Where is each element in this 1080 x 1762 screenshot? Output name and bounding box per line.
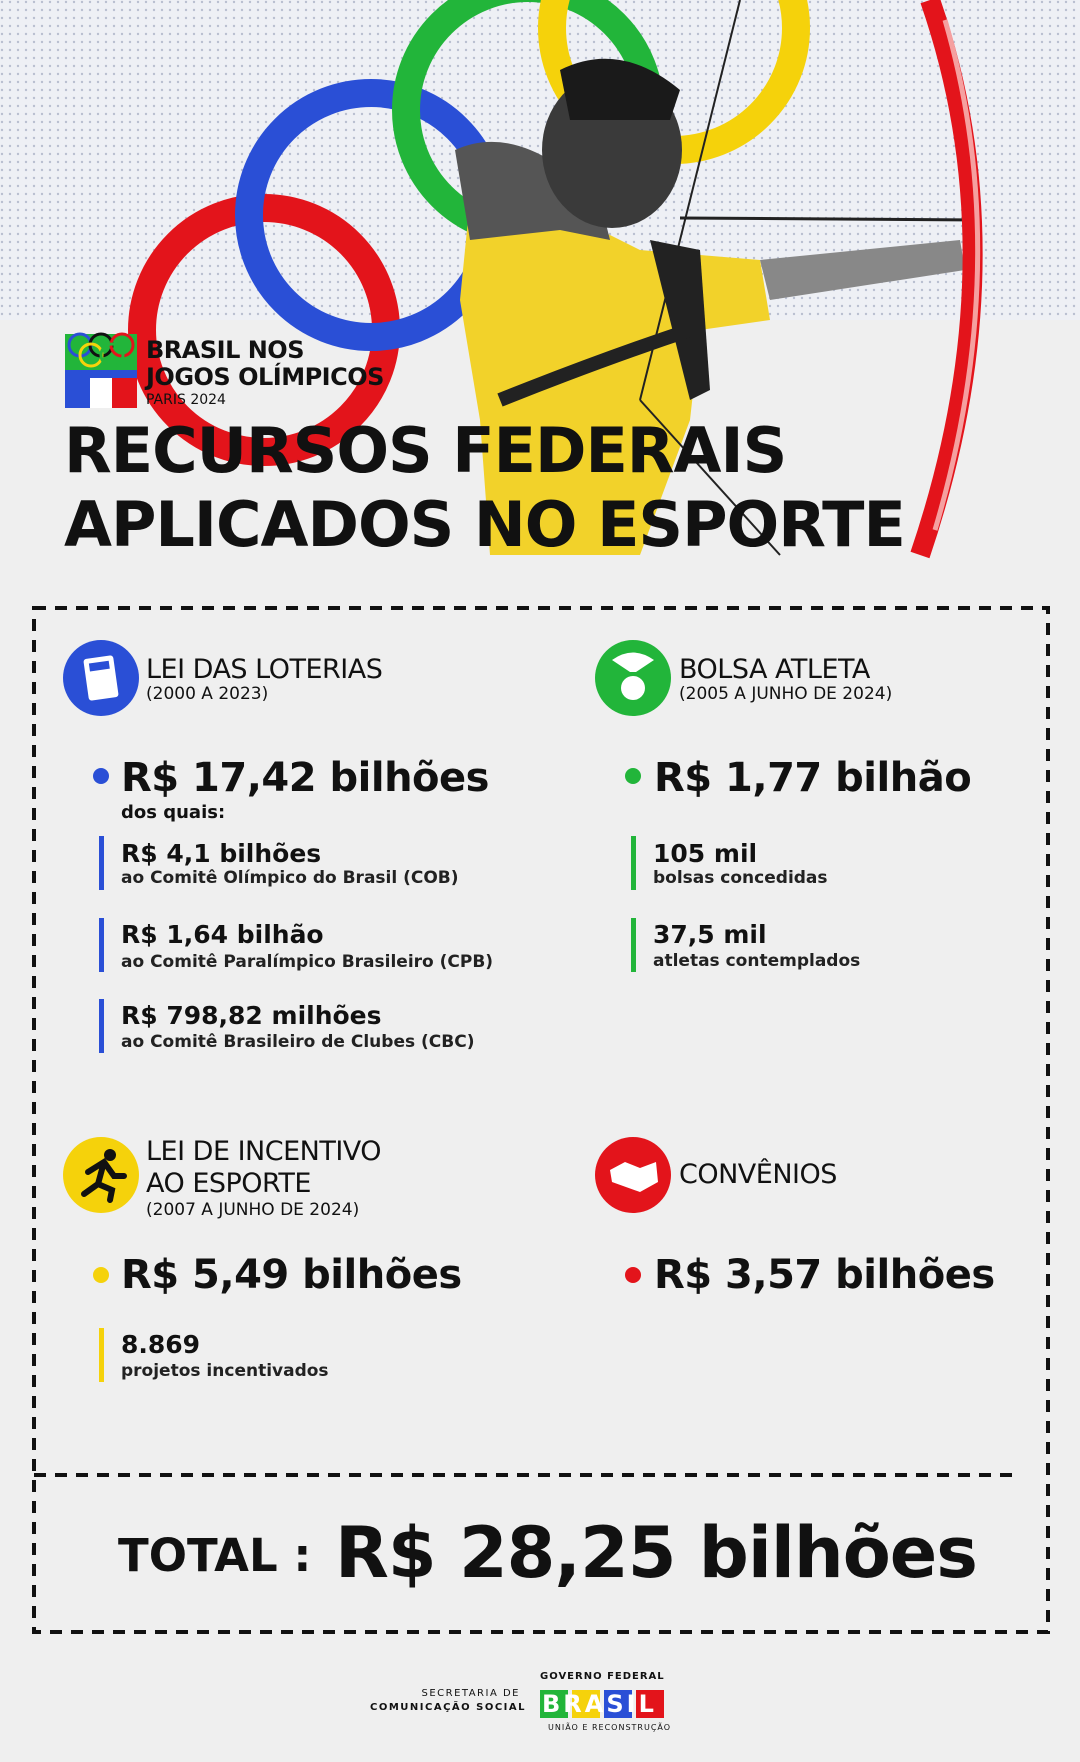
item-value: R$ 1,64 bilhão (121, 920, 324, 949)
badge-line: JOGOS OLÍMPICOS (146, 363, 384, 391)
icon-convenios (595, 1137, 671, 1213)
total-label: TOTAL : (118, 1529, 312, 1582)
footer-secretaria: SECRETARIA DE (421, 1688, 520, 1699)
section-title: LEI DAS LOTERIAS (146, 654, 383, 685)
item-bar (631, 836, 636, 890)
section-title: LEI DE INCENTIVO (146, 1136, 382, 1167)
section-amount: R$ 17,42 bilhões (121, 755, 489, 801)
badge-logo (65, 332, 137, 408)
item-label: projetos incentivados (121, 1361, 329, 1381)
bullet (93, 1267, 109, 1283)
main-title: APLICADOS NO ESPORTE (64, 488, 906, 561)
badge-line: PARIS 2024 (146, 392, 226, 408)
total-value: R$ 28,25 bilhões (335, 1512, 978, 1594)
section-title: AO ESPORTE (146, 1168, 311, 1199)
item-value: 37,5 mil (653, 920, 767, 949)
section-period: (2000 A 2023) (146, 684, 269, 704)
item-bar (99, 1328, 104, 1382)
footer-secretaria: COMUNICAÇÃO SOCIAL (370, 1702, 527, 1713)
item-label: ao Comitê Olímpico do Brasil (COB) (121, 868, 459, 888)
icon-incentivo (63, 1137, 139, 1213)
item-bar (99, 836, 104, 890)
icon-bolsa (595, 640, 671, 716)
item-label: bolsas concedidas (653, 868, 828, 888)
main-title: RECURSOS FEDERAIS (64, 414, 787, 487)
item-bar (631, 918, 636, 972)
bullet (625, 1267, 641, 1283)
footer-governo: GOVERNO FEDERAL (540, 1671, 665, 1682)
item-label: atletas contemplados (653, 951, 861, 971)
section-amount: R$ 3,57 bilhões (654, 1252, 995, 1298)
bullet (625, 768, 641, 784)
footer-brasil: BRASIL (542, 1690, 657, 1718)
section-title: CONVÊNIOS (679, 1159, 837, 1190)
item-value: R$ 798,82 milhões (121, 1001, 382, 1030)
badge-line: BRASIL NOS (146, 336, 304, 364)
section-amount: R$ 1,77 bilhão (654, 755, 972, 801)
dashed-frame (32, 606, 1050, 1634)
item-label: ao Comitê Paralímpico Brasileiro (CPB) (121, 952, 494, 972)
bullet (93, 768, 109, 784)
section-period: (2007 A JUNHO DE 2024) (146, 1200, 360, 1220)
section-period: (2005 A JUNHO DE 2024) (679, 684, 893, 704)
item-label: ao Comitê Brasileiro de Clubes (CBC) (121, 1032, 475, 1052)
item-value: 8.869 (121, 1330, 201, 1359)
brasil-logo-art (540, 1690, 664, 1718)
item-value: 105 mil (653, 839, 758, 868)
footer-slogan: UNIÃO E RECONSTRUÇÃO (548, 1723, 672, 1732)
item-bar (99, 918, 104, 972)
item-value: R$ 4,1 bilhões (121, 839, 322, 868)
item-bar (99, 999, 104, 1053)
athlete (455, 0, 983, 559)
section-amount: R$ 5,49 bilhões (121, 1252, 462, 1298)
section-title: BOLSA ATLETA (679, 654, 870, 685)
icon-loterias (63, 640, 139, 716)
note: dos quais: (121, 802, 226, 823)
